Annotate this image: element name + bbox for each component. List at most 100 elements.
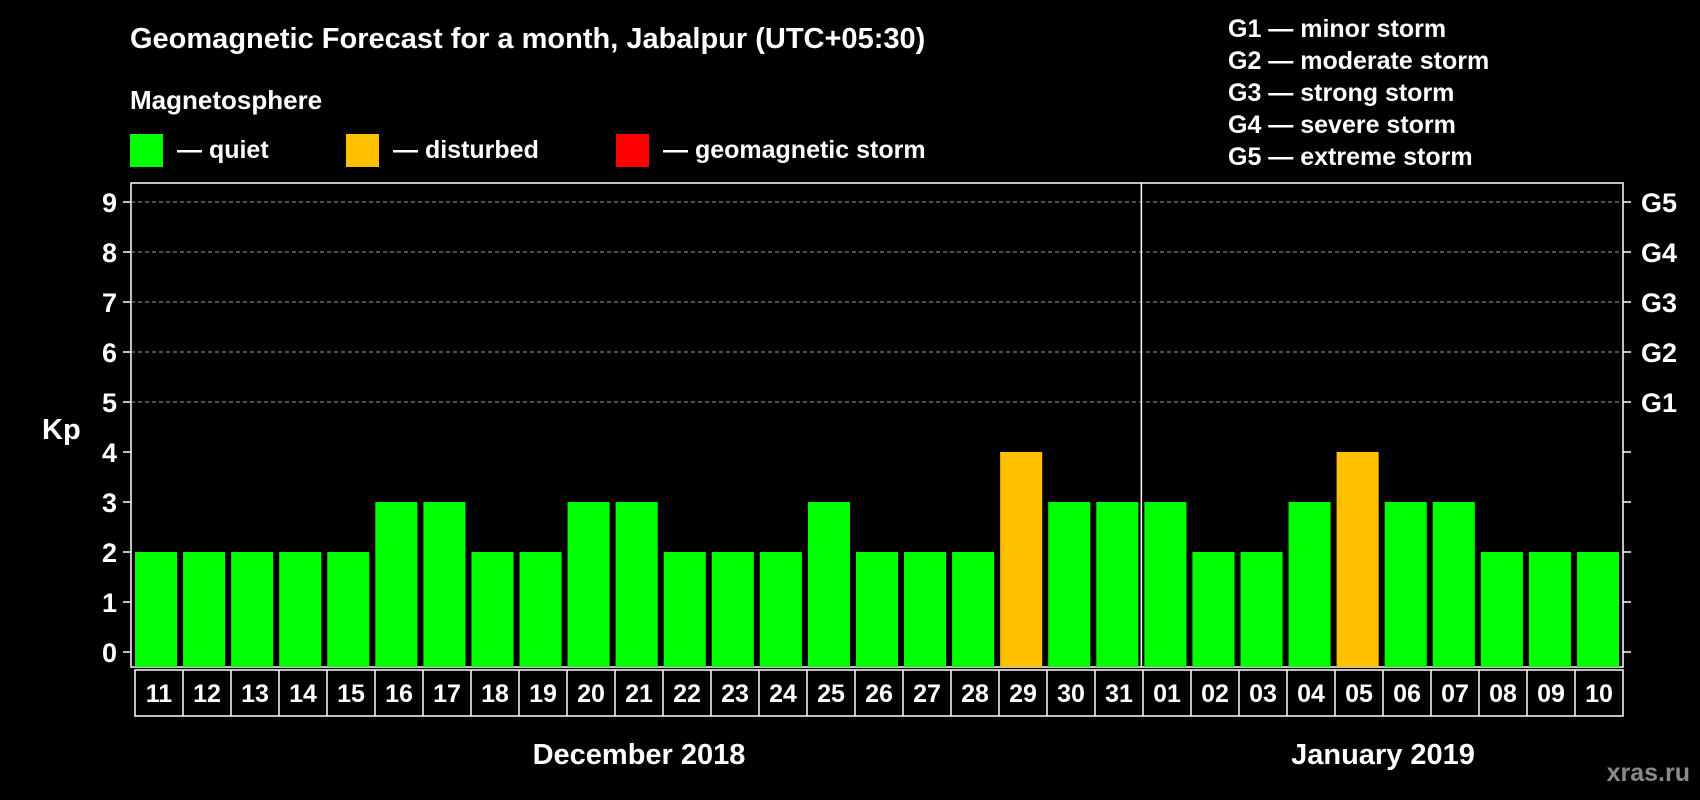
day-label-10: 10 [1585,680,1613,708]
bar-29 [1000,452,1043,667]
bar-26 [855,552,899,667]
day-label-04: 04 [1297,680,1325,708]
day-label-strip [134,669,1624,717]
bar-23 [711,552,754,667]
y-tick-label-9: 9 [102,188,117,218]
day-label-01: 01 [1153,680,1181,708]
bar-14 [279,552,322,667]
day-label-24: 24 [769,680,797,708]
storm-level-g2: G2 — moderate storm [1228,47,1489,75]
gridlines [131,201,1623,403]
legend-swatch-quiet [130,134,163,167]
day-label-22: 22 [673,680,701,708]
y-tick-label-1: 1 [102,588,117,618]
bar-01 [1144,502,1187,667]
y-axis-label: Kp [42,414,81,446]
right-tick-label-g2: G2 [1641,338,1677,368]
right-tick-label-g5: G5 [1641,188,1677,218]
day-labels: 11 12 13 14 15 16 17 18 19 20 21 22 23 24 25 26 27 28 29 30… [134,669,1624,717]
bar-27 [904,552,947,667]
y-tick-label-7: 7 [102,288,117,318]
bar-11 [135,552,178,667]
y-tick-label-4: 4 [102,438,117,468]
day-label-27: 27 [913,680,941,708]
day-label-31: 31 [1105,680,1133,708]
bar-22 [663,552,706,667]
legend-label-disturbed: — disturbed [393,136,539,164]
watermark: xras.ru [1607,759,1690,787]
day-label-11: 11 [146,680,173,708]
bar-02 [1192,552,1235,667]
bar-10 [1576,552,1619,667]
bar-21 [615,502,658,667]
day-label-28: 28 [961,680,989,708]
y-tick-label-0: 0 [102,638,117,668]
right-tick-label-g4: G4 [1641,238,1677,268]
day-label-29: 29 [1009,680,1037,708]
day-label-02: 02 [1201,680,1229,708]
day-label-07: 07 [1441,680,1469,708]
bar-09 [1528,552,1571,667]
day-label-08: 08 [1489,680,1517,708]
legend-label-quiet: — quiet [177,136,269,164]
y-tick-label-8: 8 [102,238,117,268]
right-tick-label-g1: G1 [1641,388,1677,418]
bar-24 [759,552,802,667]
month-label-1: January 2019 [1291,739,1475,771]
legend-swatch-storm [616,134,649,167]
legend-label-storm: — geomagnetic storm [663,136,926,164]
day-label-19: 19 [529,680,557,708]
day-label-13: 13 [241,680,269,708]
axes: 0 1 2 3 4 5 6 7 8 9 G1 G2 G3 G4 G5 [102,183,1677,668]
day-label-14: 14 [289,680,317,708]
bar-05 [1336,452,1379,667]
bar-04 [1288,502,1331,667]
bar-18 [471,552,514,667]
y-tick-label-6: 6 [102,338,117,368]
bar-12 [183,552,226,667]
bar-16 [375,502,418,667]
legend-swatch-disturbed [346,134,379,167]
storm-level-g3: G3 — strong storm [1228,79,1454,107]
bar-31 [1096,502,1139,667]
day-label-17: 17 [433,680,461,708]
bar-17 [423,502,466,667]
y-tick-label-3: 3 [102,488,117,518]
day-label-09: 09 [1537,680,1565,708]
bars [135,452,1619,667]
month-labels: December 2018 January 2019 [533,739,1475,771]
right-tick-label-g3: G3 [1641,288,1677,318]
bar-19 [519,552,562,667]
day-label-26: 26 [865,680,893,708]
bar-13 [231,552,274,667]
storm-level-g1: G1 — minor storm [1228,15,1446,43]
month-label-0: December 2018 [533,739,746,771]
day-label-16: 16 [385,680,413,708]
bar-07 [1432,502,1475,667]
day-label-05: 05 [1345,680,1373,708]
legend-heading: Magnetosphere [130,85,322,115]
day-label-06: 06 [1393,680,1421,708]
bar-15 [327,552,370,667]
y-tick-label-2: 2 [102,538,117,568]
day-label-03: 03 [1249,680,1277,708]
day-label-18: 18 [481,680,509,708]
chart-title: Geomagnetic Forecast for a month, Jabalp… [130,23,925,55]
day-label-20: 20 [577,680,605,708]
bar-30 [1048,502,1091,667]
bar-28 [952,552,995,667]
bar-20 [567,502,610,667]
y-tick-label-5: 5 [102,388,117,418]
storm-level-g4: G4 — severe storm [1228,111,1456,139]
bar-06 [1384,502,1427,667]
bar-08 [1480,552,1523,667]
day-label-12: 12 [193,680,221,708]
day-label-30: 30 [1057,680,1085,708]
bar-03 [1240,552,1283,667]
day-label-21: 21 [625,680,653,708]
bar-25 [807,502,850,667]
day-label-25: 25 [817,680,845,708]
storm-level-g5: G5 — extreme storm [1228,143,1473,171]
day-label-15: 15 [337,680,365,708]
day-label-23: 23 [721,680,749,708]
